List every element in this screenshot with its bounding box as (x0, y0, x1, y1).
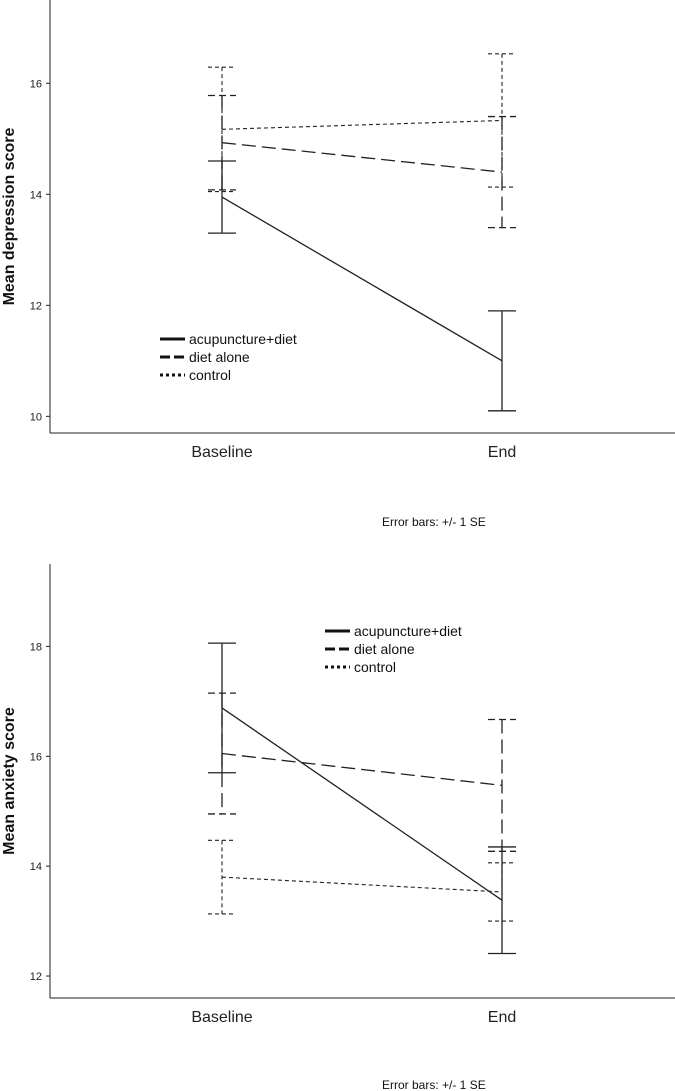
y-tick-label: 18 (30, 641, 42, 653)
series-line (221, 876, 503, 893)
y-tick-label: 12 (30, 300, 42, 312)
y-axis-label: Mean anxiety score (1, 707, 18, 855)
legend-label: acupuncture+diet (189, 331, 297, 347)
y-tick-label: 12 (30, 971, 42, 983)
error-bars-note: Error bars: +/- 1 SE (382, 515, 486, 529)
y-tick-label: 14 (30, 861, 42, 873)
series-line (221, 707, 503, 901)
y-tick-label: 16 (30, 751, 42, 763)
error-bars-note: Error bars: +/- 1 SE (382, 1078, 486, 1091)
anxiety-chart-panel: 12 14 16 18 Baseline End Mean anxiety score acu… (0, 545, 675, 1091)
depression-chart: 10 12 14 16 Baseline End Mean depression score… (1, 0, 675, 529)
legend-label: diet alone (189, 349, 250, 365)
series-line (221, 196, 503, 362)
series-acupuncture-diet (208, 642, 516, 955)
legend-label: control (189, 367, 231, 383)
x-tick-label: End (488, 1009, 516, 1026)
x-tick-label: End (488, 444, 516, 461)
x-tick-label: Baseline (191, 444, 252, 461)
series-acupuncture-diet (208, 160, 516, 412)
legend-label: control (354, 659, 396, 675)
series-control (208, 53, 516, 193)
y-tick-label: 10 (30, 411, 42, 423)
depression-chart-panel: 10 12 14 16 Baseline End Mean depression score… (0, 0, 675, 545)
anxiety-chart: 12 14 16 18 Baseline End Mean anxiety score acu… (1, 564, 675, 1091)
y-tick-label: 16 (30, 78, 42, 90)
x-tick-label: Baseline (191, 1009, 252, 1026)
legend: acupuncture+diet diet alone control (160, 331, 297, 383)
y-axis-label: Mean depression score (1, 127, 18, 305)
legend-label: diet alone (354, 641, 415, 657)
series-line (221, 119, 503, 130)
series-control (208, 839, 516, 922)
series-line (221, 752, 503, 787)
series-line (221, 142, 503, 173)
legend: acupuncture+diet diet alone control (325, 623, 462, 675)
y-tick-label: 14 (30, 189, 42, 201)
series-diet-alone (208, 692, 516, 852)
legend-label: acupuncture+diet (354, 623, 462, 639)
series-diet-alone (208, 94, 516, 229)
